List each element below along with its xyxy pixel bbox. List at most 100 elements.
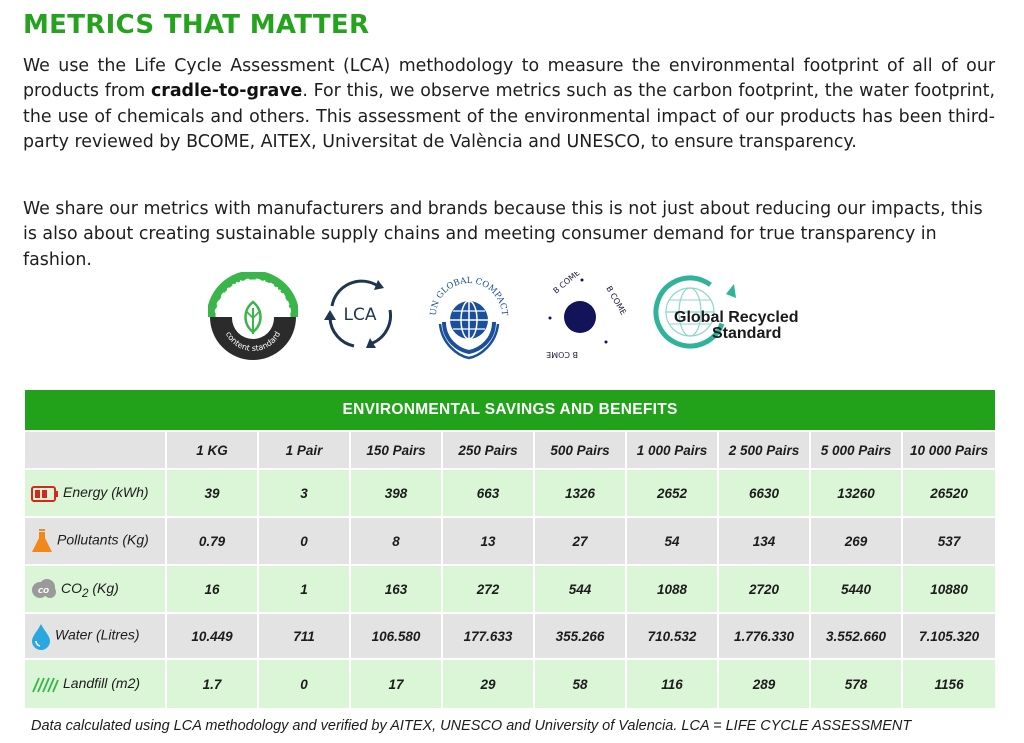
row-label: CO2 (Kg): [61, 579, 119, 600]
table-cell: 54: [625, 516, 719, 566]
table-cell: 0: [257, 658, 351, 710]
table-cell: 58: [533, 658, 627, 710]
table-row-water: Water (Litres) 10.449 711 106.580 177.63…: [23, 612, 998, 660]
table-cell: 13: [441, 516, 535, 566]
intro-paragraph-2: We share our metrics with manufacturers …: [23, 199, 983, 270]
water-drop-icon: [32, 624, 50, 650]
table-cell: 0: [257, 516, 351, 566]
header-empty-cell: [23, 430, 167, 470]
table-cell: 1: [257, 564, 351, 614]
table-cell: 3: [257, 468, 351, 518]
bcome-logo: B COME B COME B COME: [546, 272, 626, 359]
table-cell: 3.552.660: [809, 612, 903, 660]
table-cell: 29: [441, 658, 535, 710]
column-header: 1 KG: [165, 430, 259, 470]
table-cell: 177.633: [441, 612, 535, 660]
table-cell: 10.449: [165, 612, 259, 660]
table-cell: 269: [809, 516, 903, 566]
table-cell: 163: [349, 564, 443, 614]
battery-icon: [31, 485, 58, 502]
environmental-savings-table: ENVIRONMENTAL SAVINGS AND BENEFITS 1 KG …: [22, 388, 998, 710]
table-cell: 2720: [717, 564, 811, 614]
row-label-cell: Landfill (m2): [23, 658, 167, 710]
table-caption: ENVIRONMENTAL SAVINGS AND BENEFITS: [22, 388, 998, 432]
table-header-row: 1 KG 1 Pair 150 Pairs 250 Pairs 500 Pair…: [23, 430, 998, 470]
svg-text:CO: CO: [38, 587, 49, 595]
table-cell: 711: [257, 612, 351, 660]
co2-label-unit: (Kg): [88, 579, 119, 596]
bcome-text-top-left: B COME: [552, 272, 582, 296]
un-global-compact-logo: UN GLOBAL COMPACT: [429, 276, 509, 360]
table-cell: 134: [717, 516, 811, 566]
table-cell: 17: [349, 658, 443, 710]
table-cell: 26520: [900, 468, 998, 518]
table-cell: 116: [625, 658, 719, 710]
certification-logos: ORGANIC BLENDED content standard LCA UN …: [200, 272, 820, 362]
co2-label-sub: 2: [82, 586, 89, 600]
bcome-text-bottom: B COME: [546, 350, 578, 359]
intro-text: We use the Life Cycle Assessment (LCA) m…: [23, 56, 995, 102]
row-label-cell: Water (Litres): [23, 612, 167, 660]
table-cell: 710.532: [625, 612, 719, 660]
landfill-stripes-icon: [32, 677, 59, 692]
table-cell: 289: [717, 658, 811, 710]
table-cell: 7.105.320: [900, 612, 998, 660]
column-header: 1 000 Pairs: [625, 430, 719, 470]
table-cell: 663: [441, 468, 535, 518]
table-cell: 578: [809, 658, 903, 710]
table-cell: 355.266: [533, 612, 627, 660]
row-label-cell: Energy (kWh): [23, 468, 167, 518]
flask-icon: [32, 529, 52, 552]
table-cell: 8: [349, 516, 443, 566]
bcome-text-right: B COME: [604, 285, 626, 317]
table-cell: 1.776.330: [717, 612, 811, 660]
row-label: Water (Litres): [55, 626, 140, 643]
row-label: Landfill (m2): [63, 675, 141, 692]
table-cell: 544: [533, 564, 627, 614]
table-row-co2: CO CO2 (Kg) 16 1 163 272 544 1088 2720 5…: [23, 564, 998, 614]
table-cell: 272: [441, 564, 535, 614]
intro-paragraph-1: We use the Life Cycle Assessment (LCA) m…: [23, 54, 995, 155]
co2-cloud-icon: CO: [32, 579, 56, 598]
table-cell: 13260: [809, 468, 903, 518]
intro-bold-term: cradle-to-grave: [150, 81, 303, 102]
lca-cycle-logo: LCA: [324, 279, 392, 348]
table-cell: 106.580: [349, 612, 443, 660]
row-label-cell: CO CO2 (Kg): [23, 564, 167, 614]
row-label-cell: Pollutants (Kg): [23, 516, 167, 566]
column-header: 500 Pairs: [533, 430, 627, 470]
table-cell: 1326: [533, 468, 627, 518]
table-cell: 27: [533, 516, 627, 566]
page-title: METRICS THAT MATTER: [23, 10, 370, 40]
table-cell: 16: [165, 564, 259, 614]
table-cell: 5440: [809, 564, 903, 614]
row-label: Energy (kWh): [63, 484, 149, 501]
column-header: 150 Pairs: [349, 430, 443, 470]
table-cell: 10880: [900, 564, 998, 614]
footnote: Data calculated using LCA methodology an…: [31, 718, 912, 734]
table-cell: 1088: [625, 564, 719, 614]
table-row-pollutants: Pollutants (Kg) 0.79 0 8 13 27 54 134 26…: [23, 516, 998, 566]
lca-text: LCA: [344, 305, 377, 325]
intro-text: . For this, we observe metrics such as t…: [23, 81, 995, 152]
global-recycled-standard-logo: Global Recycled Standard: [653, 275, 799, 349]
table-cell: 1156: [900, 658, 998, 710]
column-header: 1 Pair: [257, 430, 351, 470]
table-cell: 0.79: [165, 516, 259, 566]
grs-line1-text: Global Recycled: [674, 309, 799, 326]
table-cell: 398: [349, 468, 443, 518]
table-cell: 2652: [625, 468, 719, 518]
table-cell: 1.7: [165, 658, 259, 710]
table-cell: 537: [900, 516, 998, 566]
column-header: 10 000 Pairs: [900, 430, 998, 470]
table-cell: 6630: [717, 468, 811, 518]
column-header: 2 500 Pairs: [717, 430, 811, 470]
co2-label-main: CO: [61, 579, 82, 596]
table-row-energy: Energy (kWh) 39 3 398 663 1326 2652 6630…: [23, 468, 998, 518]
column-header: 5 000 Pairs: [809, 430, 903, 470]
column-header: 250 Pairs: [441, 430, 535, 470]
row-label: Pollutants (Kg): [57, 531, 149, 548]
organic-blended-logo: ORGANIC BLENDED content standard: [208, 272, 298, 360]
grs-line2-text: Standard: [712, 325, 781, 342]
table-cell: 39: [165, 468, 259, 518]
